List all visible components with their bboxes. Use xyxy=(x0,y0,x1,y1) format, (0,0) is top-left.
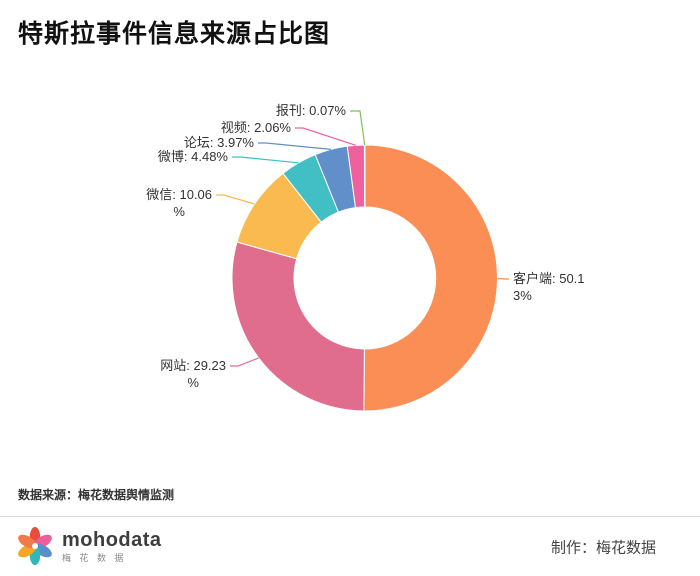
pie-slice-1[interactable] xyxy=(231,241,365,412)
pinwheel-logo-icon xyxy=(18,526,52,565)
label-leader-6 xyxy=(350,110,366,146)
pie-label-5: 视频: 2.06% xyxy=(221,120,292,135)
chart-title: 特斯拉事件信息来源占比图 xyxy=(18,20,331,48)
pie-label-6: 报刊: 0.07% xyxy=(276,103,347,118)
brand-name: mohodata xyxy=(62,529,162,551)
label-leader-1 xyxy=(230,357,259,367)
pie-slice-6[interactable] xyxy=(363,144,366,208)
pie-label-3: 微博: 4.48% xyxy=(158,149,229,164)
label-leader-2 xyxy=(216,194,255,205)
credit-text: 制作：梅花数据 xyxy=(550,539,656,556)
pie-label-0-line2: 3% xyxy=(513,288,532,303)
footer-bar: mohodata 梅 花 数 据 制作：梅花数据 xyxy=(0,516,700,576)
label-leader-4 xyxy=(258,142,332,150)
pie-label-1: 网站: 29.23 xyxy=(160,358,226,373)
brand-subtitle: 梅 花 数 据 xyxy=(62,553,127,563)
pie-label-1-line2: % xyxy=(187,375,199,390)
data-source-note: 数据来源：梅花数据舆情监测 xyxy=(18,488,175,502)
mohodata-logo: mohodata 梅 花 数 据 xyxy=(16,526,162,567)
label-leader-3 xyxy=(232,156,299,164)
label-leader-5 xyxy=(295,127,356,146)
pie-label-2-line2: % xyxy=(173,204,185,219)
pie-label-0: 客户端: 50.1 xyxy=(513,271,585,286)
pie-slice-0[interactable] xyxy=(363,144,498,412)
donut-chart: 客户端: 50.1 3% 网站: 29.23% 微信: 10.06% 微博: 4.48%… xyxy=(146,103,585,412)
label-leader-0 xyxy=(497,277,509,280)
pie-label-4: 论坛: 3.97% xyxy=(184,135,255,150)
pie-label-2: 微信: 10.06 xyxy=(146,187,212,202)
